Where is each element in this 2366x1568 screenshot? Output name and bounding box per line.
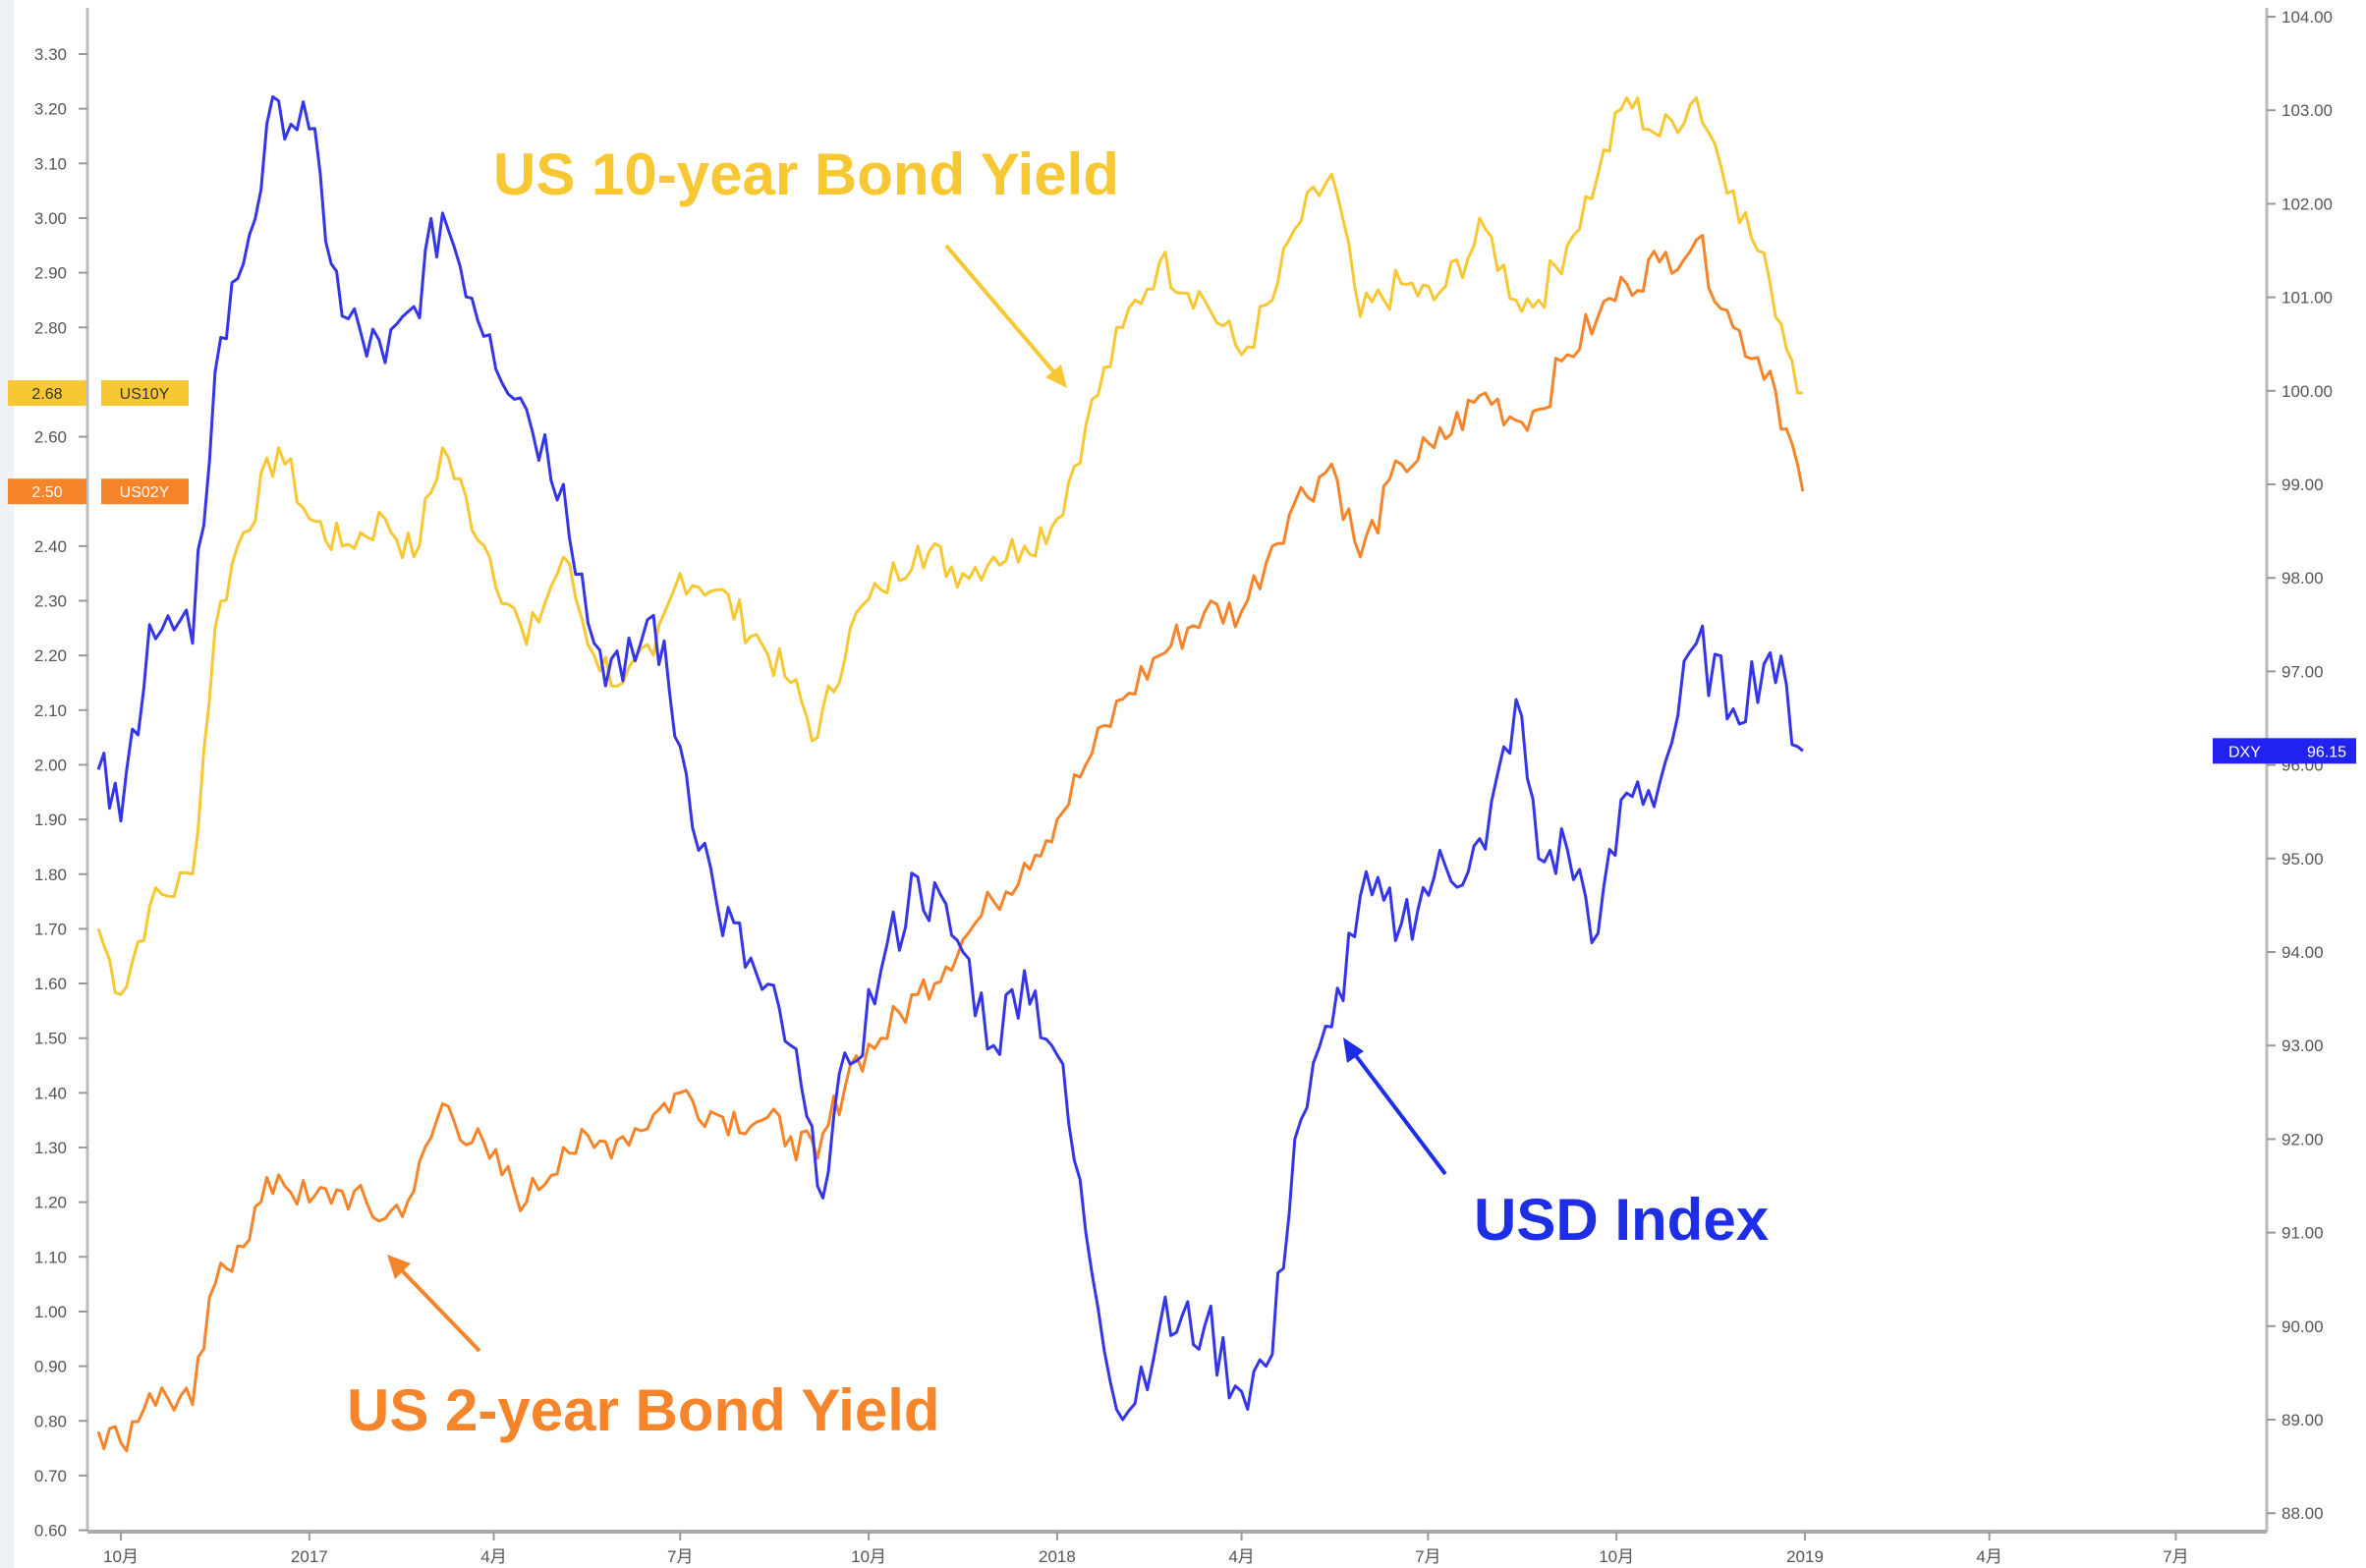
right-tick-label: 101.00 (2282, 289, 2333, 308)
arrowhead-dxy (1343, 1037, 1364, 1063)
x-tick-label: 7月 (667, 1547, 693, 1566)
left-tick-label: 3.20 (34, 100, 67, 119)
left-tick-label: 0.60 (34, 1522, 67, 1540)
series-tag-label: DXY (2228, 744, 2261, 760)
arrow-dxy (1349, 1047, 1447, 1176)
left-tick-label: 1.90 (34, 811, 67, 829)
right-tick-label: 99.00 (2282, 476, 2324, 494)
right-tick-label: 91.00 (2282, 1224, 2324, 1243)
right-tick-label: 98.00 (2282, 569, 2324, 588)
value-tag-us10y (8, 380, 86, 407)
label-us02y: US 2-year Bond Yield (347, 1377, 940, 1443)
series-tag-us10y (101, 380, 189, 407)
series-lines (96, 95, 1805, 1453)
right-tick-label: 104.00 (2282, 8, 2333, 27)
left-tick-label: 0.90 (34, 1358, 67, 1376)
x-tick-label: 2019 (1786, 1547, 1824, 1566)
annotation-us02y: US 2-year Bond Yield (347, 1255, 940, 1443)
x-tick-label: 7月 (1415, 1547, 1440, 1566)
left-tick-label: 3.30 (34, 45, 67, 64)
x-tick-label: 10月 (851, 1547, 886, 1566)
series-line-us02y (96, 234, 1805, 1453)
x-tick-label: 10月 (1599, 1547, 1634, 1566)
left-tick-label: 1.30 (34, 1139, 67, 1157)
left-tick-label: 0.80 (34, 1412, 67, 1430)
left-edge-strip (0, 0, 14, 1568)
left-tick-label: 2.40 (34, 537, 67, 556)
left-tick-label: 1.60 (34, 975, 67, 993)
left-tick-label: 1.40 (34, 1084, 67, 1102)
series-tag-label: US10Y (120, 386, 170, 403)
left-tick-label: 3.00 (34, 209, 67, 228)
arrow-us02y (395, 1263, 481, 1353)
left-tick-label: 2.60 (34, 428, 67, 447)
arrow-us10y (944, 244, 1061, 380)
left-tick-label: 2.00 (34, 756, 67, 774)
left-tick-label: 1.00 (34, 1303, 67, 1321)
left-tick-label: 0.70 (34, 1467, 67, 1485)
right-tick-label: 103.00 (2282, 101, 2333, 120)
arrowhead-us10y (1045, 364, 1067, 388)
x-axis-ticks: 10月 2017 4月 7月 10月 2018 4月 7月 10月 2019 4月 7月 (103, 1532, 2189, 1566)
left-tick-label: 1.80 (34, 866, 67, 884)
series-tag-label: US02Y (120, 484, 170, 501)
arrowhead-us02y (387, 1255, 411, 1279)
x-tick-label: 4月 (1976, 1547, 2001, 1566)
annotation-dxy: USD Index (1343, 1037, 1769, 1253)
x-tick-label: 4月 (1228, 1547, 1254, 1566)
value-tags: 2.68 US10Y 2.50 US02Y DXY 96.15 (8, 380, 2356, 764)
series-line-us10y (96, 96, 1803, 996)
right-tick-label: 102.00 (2282, 195, 2333, 213)
label-dxy: USD Index (1474, 1187, 1769, 1253)
left-tick-label: 1.50 (34, 1030, 67, 1048)
right-axis-ticks: 104.00 103.00 102.00 101.00 100.00 99.00 98.00… (2267, 8, 2333, 1523)
right-tick-label: 94.00 (2282, 943, 2324, 962)
left-tick-label: 1.10 (34, 1248, 67, 1266)
right-tick-label: 95.00 (2282, 850, 2324, 868)
value-tag-us02y (8, 478, 86, 505)
right-tick-label: 90.00 (2282, 1317, 2324, 1336)
right-tick-label: 92.00 (2282, 1130, 2324, 1148)
right-tick-label: 89.00 (2282, 1411, 2324, 1429)
label-us10y: US 10-year Bond Yield (493, 141, 1119, 207)
value-tag-number: 2.50 (31, 484, 62, 501)
annotation-us10y: US 10-year Bond Yield (493, 141, 1119, 388)
value-tag-number: 2.68 (31, 386, 62, 403)
x-tick-label: 2017 (291, 1547, 328, 1566)
series-tag-us02y (101, 478, 189, 505)
left-tick-label: 2.80 (34, 318, 67, 337)
right-tick-label: 100.00 (2282, 382, 2333, 401)
value-tag-number: 96.15 (2307, 744, 2346, 760)
right-tick-label: 88.00 (2282, 1504, 2324, 1523)
x-tick-label: 7月 (2163, 1547, 2188, 1566)
left-tick-label: 2.20 (34, 646, 67, 665)
x-tick-label: 10月 (103, 1547, 139, 1566)
left-tick-label: 1.20 (34, 1194, 67, 1212)
left-tick-label: 2.10 (34, 701, 67, 720)
left-tick-label: 2.90 (34, 264, 67, 283)
left-tick-label: 2.30 (34, 592, 67, 611)
right-tick-label: 97.00 (2282, 662, 2324, 681)
left-tick-label: 3.10 (34, 154, 67, 173)
series-line-dxy (96, 95, 1804, 1422)
left-axis-ticks: 3.30 3.20 3.10 3.00 2.90 2.80 2.60 2.40 2.30 2.20… (34, 45, 87, 1540)
right-tick-label: 93.00 (2282, 1036, 2324, 1055)
value-tag-dxy (2213, 738, 2356, 764)
x-tick-label: 4月 (480, 1547, 506, 1566)
left-tick-label: 1.70 (34, 920, 67, 938)
x-tick-label: 2018 (1039, 1547, 1076, 1566)
